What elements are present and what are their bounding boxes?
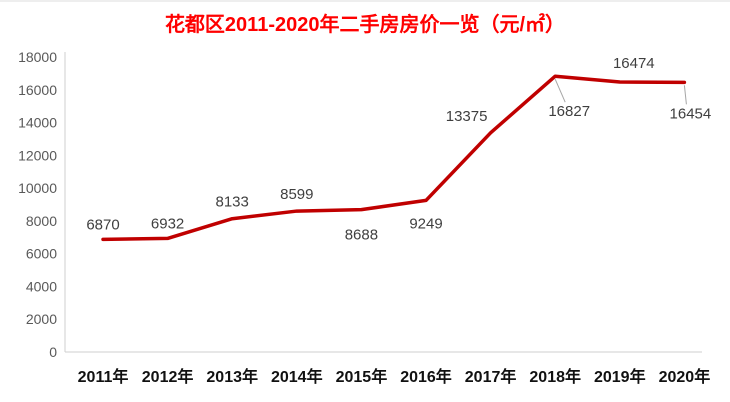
y-tick-label: 18000 bbox=[18, 49, 57, 65]
x-tick-label: 2013年 bbox=[206, 367, 258, 386]
price-line-series bbox=[101, 74, 687, 242]
y-tick-label: 12000 bbox=[18, 147, 57, 163]
y-tick-label: 16000 bbox=[18, 82, 57, 98]
data-label: 8133 bbox=[216, 194, 249, 211]
x-tick-label: 2018年 bbox=[529, 367, 581, 386]
data-label: 16474 bbox=[613, 55, 655, 72]
y-tick-label: 0 bbox=[49, 344, 57, 360]
y-tick-label: 10000 bbox=[18, 180, 57, 196]
data-label: 16454 bbox=[670, 105, 712, 122]
y-tick-label: 8000 bbox=[26, 213, 57, 229]
data-label: 8599 bbox=[280, 186, 313, 203]
y-tick-label: 14000 bbox=[18, 115, 57, 131]
data-label: 9249 bbox=[409, 215, 442, 232]
y-tick-label: 6000 bbox=[26, 246, 57, 262]
x-tick-label: 2014年 bbox=[271, 367, 323, 386]
x-tick-label: 2016年 bbox=[400, 367, 452, 386]
label-leader-line bbox=[554, 79, 566, 103]
data-label: 8688 bbox=[345, 227, 378, 244]
data-label: 16827 bbox=[548, 103, 590, 120]
data-label: 6932 bbox=[151, 215, 184, 232]
x-tick-label: 2011年 bbox=[78, 367, 129, 386]
x-tick-label: 2017年 bbox=[465, 367, 517, 386]
x-tick-label: 2012年 bbox=[142, 367, 194, 386]
x-tick-label: 2020年 bbox=[659, 367, 711, 386]
y-tick-label: 2000 bbox=[26, 311, 57, 327]
y-tick-label: 4000 bbox=[26, 278, 57, 294]
x-tick-label: 2019年 bbox=[594, 367, 646, 386]
data-label: 6870 bbox=[86, 216, 119, 233]
label-leader-line bbox=[683, 85, 687, 105]
data-label: 13375 bbox=[446, 108, 488, 125]
chart-title: 花都区2011-2020年二手房房价一览（元/㎡） bbox=[165, 12, 565, 36]
x-tick-label: 2015年 bbox=[336, 367, 388, 386]
